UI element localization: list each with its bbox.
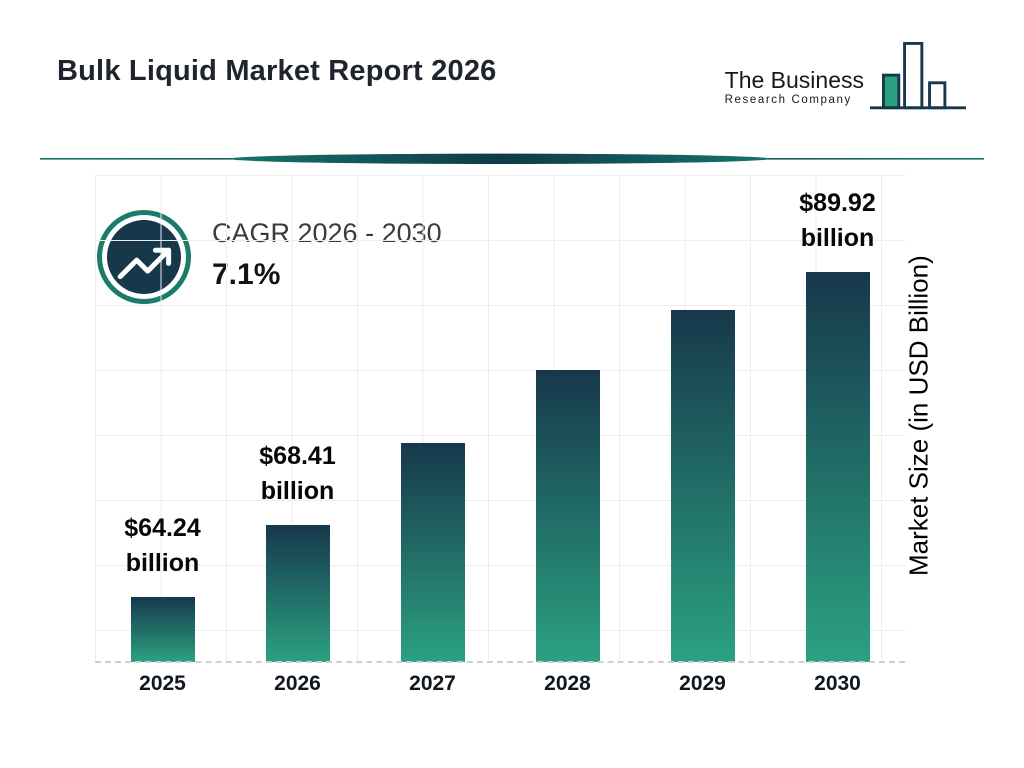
bar-2025 — [130, 597, 195, 662]
bar-value-label-2030: $89.92 billion — [799, 189, 876, 252]
logo-name: The Business — [724, 67, 864, 93]
bar-chart-logo-icon — [870, 40, 966, 121]
bar-2030 — [805, 272, 870, 662]
bar-2028 — [535, 370, 600, 662]
x-axis-baseline — [95, 661, 905, 663]
bar-column-2025: $64.24 billion — [95, 175, 230, 662]
x-axis-labels: 2025 2026 2027 2028 2029 2030 — [95, 672, 905, 696]
bar-columns: $64.24 billion $68.41 billion $89.92 billion — [95, 175, 905, 662]
bar-value-label-2026: $68.41 billion — [259, 442, 336, 505]
page-title: Bulk Liquid Market Report 2026 — [57, 55, 497, 87]
logo-subtitle: Research Company — [724, 94, 852, 107]
bar-2029 — [670, 310, 735, 662]
bar-column-2029 — [635, 175, 770, 662]
bar-2026 — [265, 525, 330, 662]
bar-2027 — [400, 443, 465, 662]
x-axis-label-2027: 2027 — [409, 672, 456, 695]
x-axis-label-2025: 2025 — [139, 672, 186, 695]
company-logo: The Business Research Company — [725, 40, 966, 121]
chart-plot-area: $64.24 billion $68.41 billion $89.92 billion — [95, 175, 905, 663]
x-axis-label-2026: 2026 — [274, 672, 321, 695]
bar-column-2028 — [500, 175, 635, 662]
bar-column-2030: $89.92 billion — [770, 175, 905, 662]
header-divider — [40, 152, 984, 166]
x-axis-label-2030: 2030 — [814, 672, 861, 695]
bar-value-label-2025: $64.24 billion — [124, 514, 201, 577]
bar-column-2026: $68.41 billion — [230, 175, 365, 662]
x-axis-label-2029: 2029 — [679, 672, 726, 695]
y-axis-title: Market Size (in USD Billion) — [903, 255, 934, 577]
x-axis-label-2028: 2028 — [544, 672, 591, 695]
logo-text: The Business Research Company — [724, 67, 864, 107]
bar-column-2027 — [365, 175, 500, 662]
